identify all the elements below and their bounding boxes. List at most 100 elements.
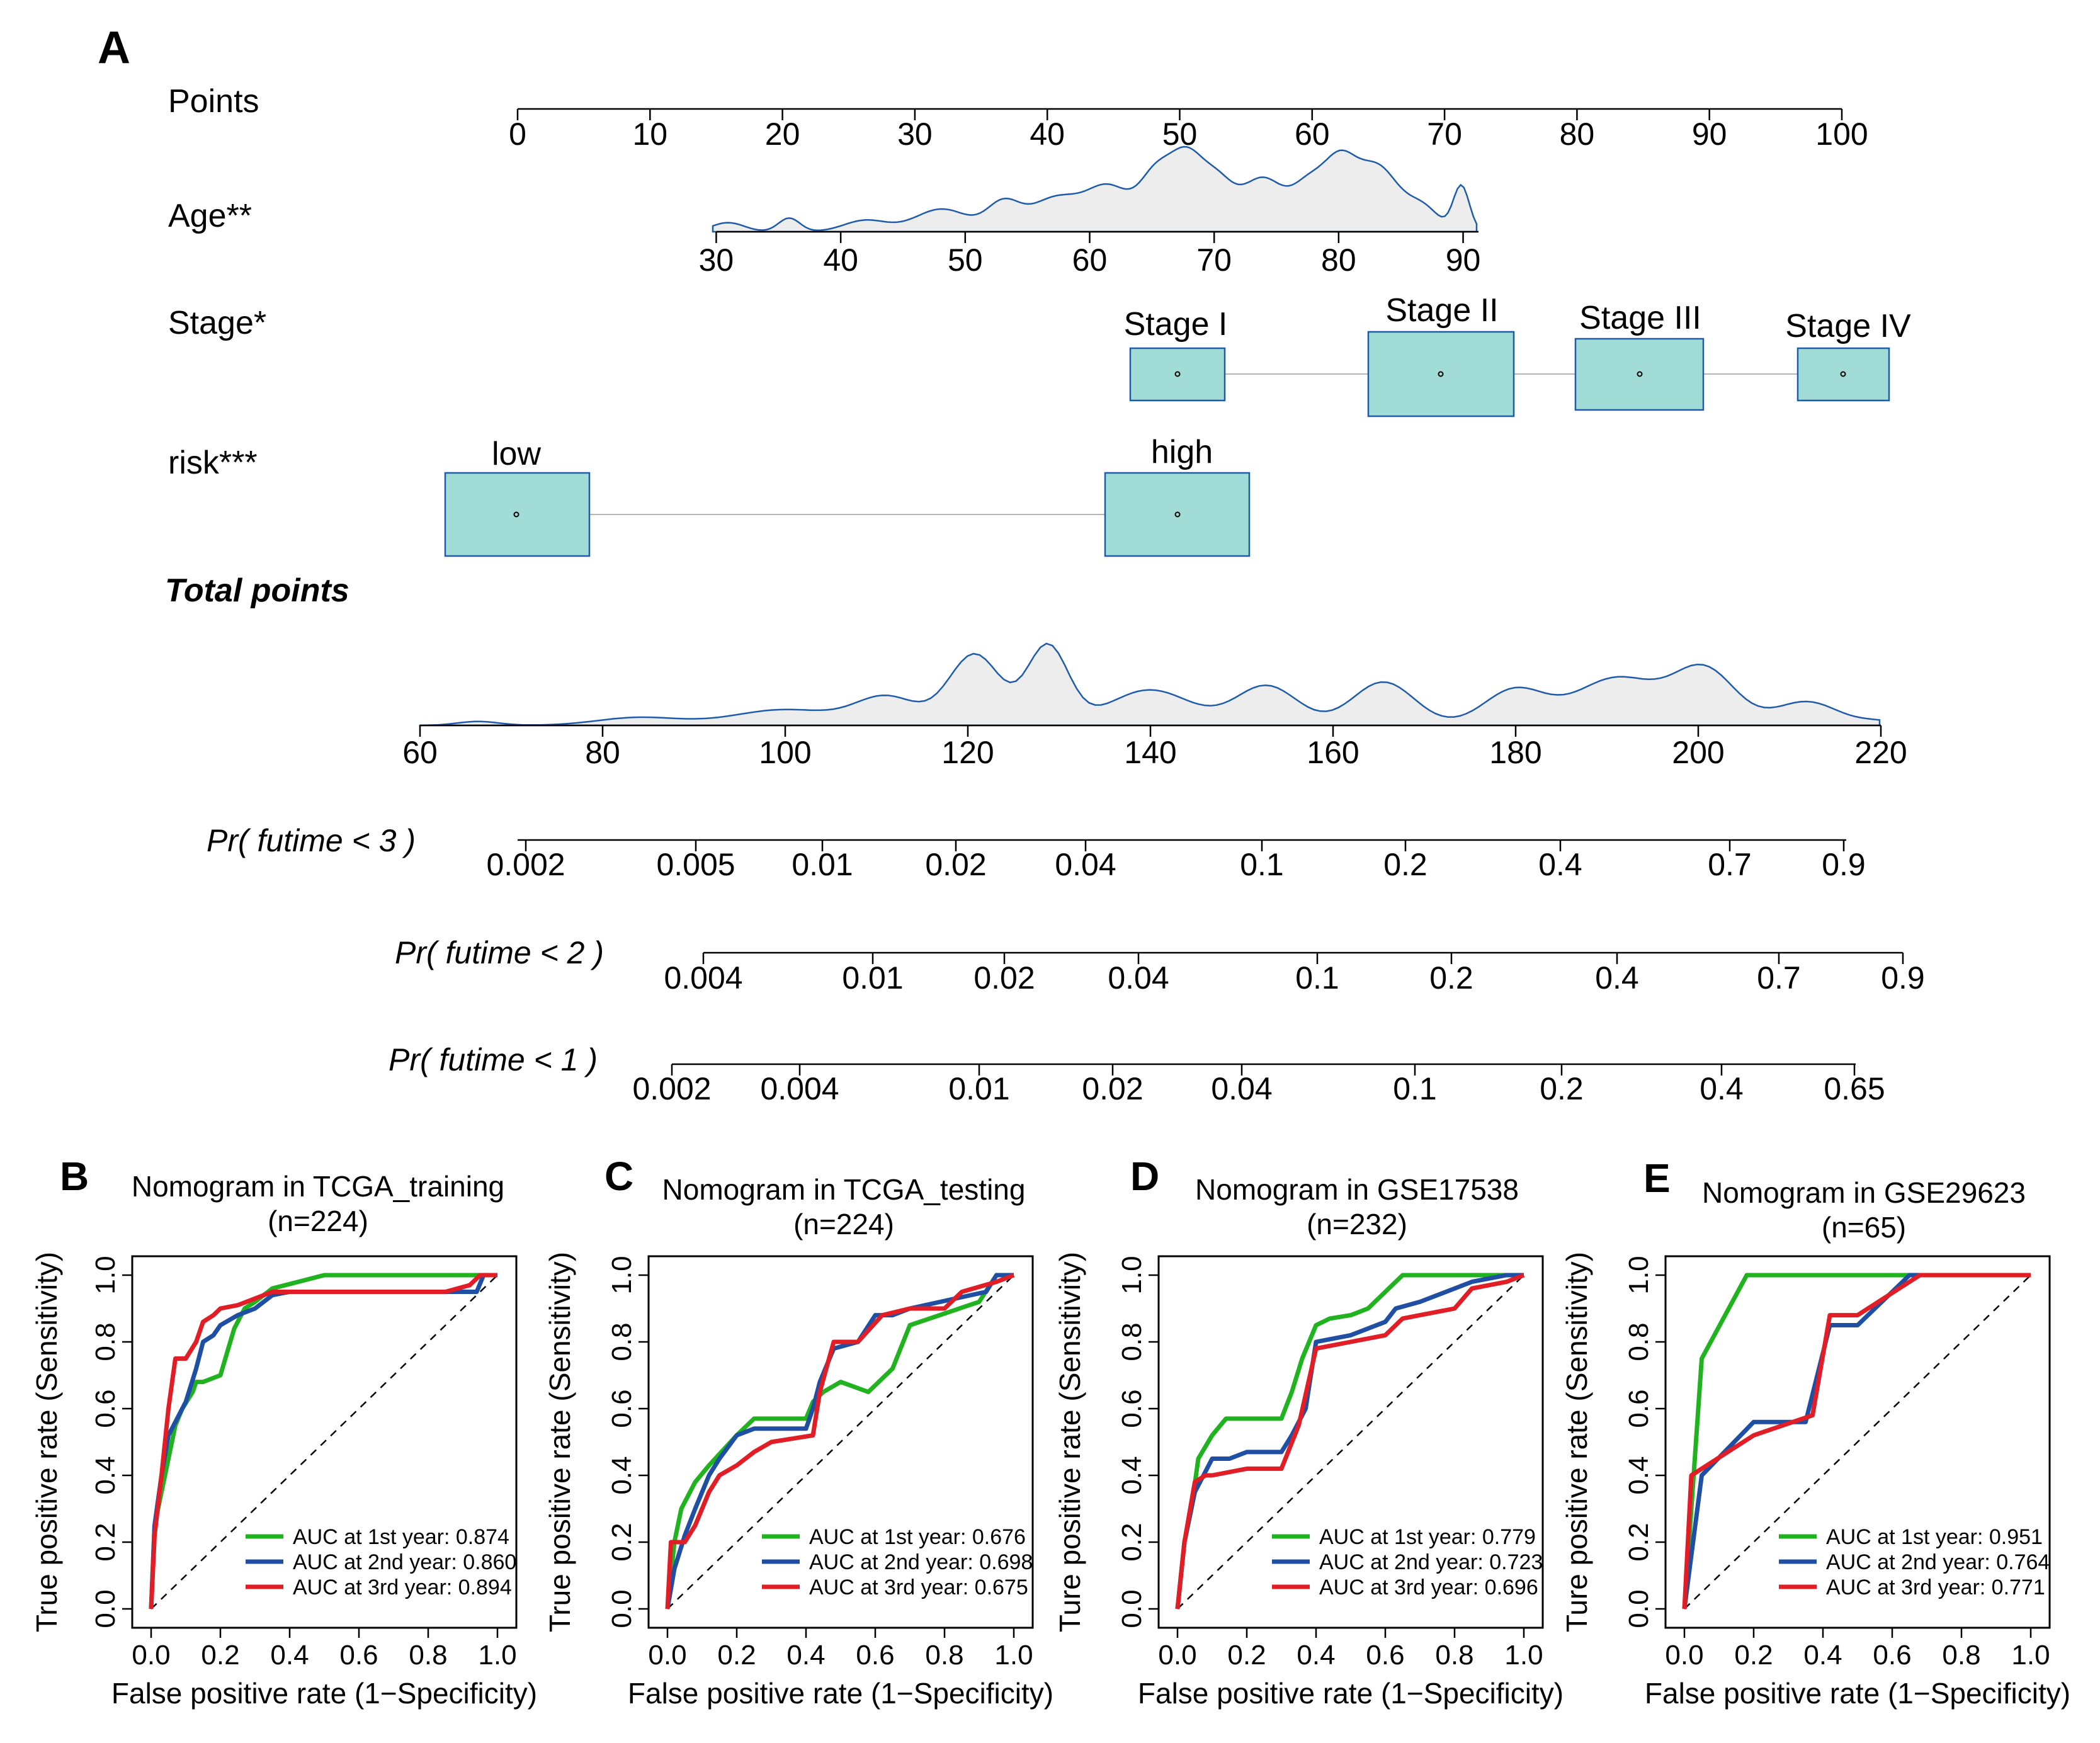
roc-curve-series-2 — [1175, 1273, 1524, 1610]
nomogram-panel: A Points Age** Stage* risk*** Total poin… — [98, 23, 1925, 1106]
pr1-tick-label: 0.02 — [1082, 1071, 1143, 1106]
pr2-ticks: 0.004 0.01 0.02 0.04 0.1 0.2 0.4 0.7 0.9 — [664, 953, 1925, 996]
y-axis-label: Ture positive rate (Sensitivity) — [1053, 1252, 1086, 1632]
y-tick-label: 0.2 — [1116, 1523, 1147, 1561]
pr2-tick-label: 0.9 — [1881, 960, 1925, 996]
pr3-tick-label: 0.7 — [1708, 847, 1752, 882]
y-tick-label: 0.6 — [1623, 1389, 1654, 1428]
plot-frame — [131, 1255, 518, 1629]
roc-curve-series-3 — [149, 1273, 497, 1610]
pr2-tick-label: 0.7 — [1757, 960, 1801, 996]
stage-iv-label: Stage IV — [1785, 308, 1911, 344]
points-tick-label: 70 — [1427, 116, 1462, 152]
y-tick-label: 0.0 — [606, 1589, 637, 1628]
y-tick-label: 0.4 — [1623, 1456, 1654, 1494]
pr3-tick-label: 0.04 — [1055, 847, 1116, 882]
roc-curve-series-3 — [1175, 1273, 1525, 1610]
chart-title: Nomogram in TCGA_testing — [662, 1173, 1026, 1206]
x-tick-label: 0.6 — [1366, 1640, 1404, 1671]
row-label-stage: Stage* — [168, 305, 266, 341]
pr1-ticks: 0.002 0.004 0.01 0.02 0.04 0.1 0.2 0.4 0.65 — [632, 1064, 1885, 1106]
chart-subtitle: (n=224) — [793, 1208, 894, 1241]
x-tick-label: 1.0 — [1504, 1640, 1543, 1671]
stage-iii-point — [1637, 371, 1643, 377]
age-tick-label: 40 — [823, 242, 858, 278]
pr2-tick-label: 0.1 — [1295, 960, 1339, 996]
total-points-tick-label: 220 — [1854, 735, 1907, 770]
roc-curve-series-3 — [665, 1273, 1015, 1610]
risk-high-box — [1104, 472, 1251, 557]
risk-low-label: low — [492, 436, 541, 472]
pr1-tick-label: 0.2 — [1540, 1071, 1584, 1106]
legend-entry: AUC at 2nd year: 0.723 — [1319, 1550, 1543, 1574]
y-tick-label: 0.4 — [606, 1456, 637, 1494]
legend-entry: AUC at 2nd year: 0.698 — [809, 1550, 1033, 1574]
y-tick-label: 0.0 — [1623, 1589, 1654, 1628]
points-tick-label: 60 — [1295, 116, 1330, 152]
roc-curve-series-2 — [149, 1273, 497, 1610]
panel-label: B — [60, 1154, 89, 1199]
reference-diagonal — [150, 1275, 498, 1610]
roc-curve-series-3 — [1682, 1273, 2031, 1610]
pr3-tick-label: 0.01 — [792, 847, 853, 882]
chart-subtitle: (n=232) — [1307, 1208, 1407, 1241]
x-axis-label: False positive rate (1−Specificity) — [1138, 1677, 1564, 1710]
pr3-tick-label: 0.02 — [925, 847, 986, 882]
y-tick-label: 0.4 — [1116, 1456, 1147, 1494]
y-tick-label: 0.8 — [90, 1322, 121, 1361]
row-label-pr2: Pr( futime < 2 ) — [395, 935, 604, 970]
risk-high-label: high — [1151, 434, 1213, 470]
stage-iv-point — [1840, 371, 1846, 377]
y-tick-label: 0.0 — [1116, 1589, 1147, 1628]
y-axis-label: Ture positive rate (Sensitivity) — [1560, 1252, 1593, 1632]
y-tick-label: 1.0 — [1623, 1256, 1654, 1294]
age-tick-label: 60 — [1072, 242, 1108, 278]
legend-entry: AUC at 1st year: 0.779 — [1319, 1525, 1536, 1549]
pr1-tick-label: 0.002 — [632, 1071, 711, 1106]
y-tick-label: 0.8 — [1623, 1322, 1654, 1361]
x-tick-label: 0.8 — [925, 1640, 963, 1671]
x-tick-label: 0.2 — [1227, 1640, 1266, 1671]
reference-diagonal — [1177, 1275, 1524, 1610]
total-points-tick-label: 80 — [585, 735, 620, 770]
row-label-total-points: Total points — [165, 572, 349, 609]
total-points-tick-label: 200 — [1672, 735, 1724, 770]
y-tick-label: 1.0 — [606, 1256, 637, 1294]
pr1-tick-label: 0.1 — [1393, 1071, 1437, 1106]
total-points-ticks: 60 80 100 120 140 160 180 200 220 — [402, 725, 1907, 770]
x-tick-label: 0.4 — [270, 1640, 309, 1671]
row-label-pr1: Pr( futime < 1 ) — [389, 1042, 598, 1077]
row-label-pr3: Pr( futime < 3 ) — [207, 823, 416, 858]
points-tick-label: 0 — [509, 116, 526, 152]
x-tick-label: 0.2 — [1734, 1640, 1773, 1671]
x-tick-label: 0.8 — [1435, 1640, 1473, 1671]
legend-entry: AUC at 3rd year: 0.675 — [809, 1576, 1028, 1599]
reference-diagonal — [667, 1275, 1014, 1610]
x-tick-label: 0.4 — [786, 1640, 825, 1671]
roc-curve-series-1 — [1175, 1273, 1524, 1610]
x-axis-label: False positive rate (1−Specificity) — [1645, 1677, 2070, 1710]
legend-entry: AUC at 1st year: 0.676 — [809, 1525, 1026, 1549]
x-tick-label: 0.0 — [648, 1640, 686, 1671]
panel-label: E — [1643, 1155, 1671, 1201]
plot-frame — [647, 1255, 1034, 1629]
points-tick-label: 50 — [1162, 116, 1198, 152]
pr2-tick-label: 0.02 — [973, 960, 1035, 996]
row-label-risk: risk*** — [168, 445, 258, 481]
y-tick-label: 1.0 — [1116, 1256, 1147, 1294]
stage-ii-box — [1367, 331, 1515, 417]
x-tick-label: 0.2 — [717, 1640, 756, 1671]
stage-i-label: Stage I — [1124, 306, 1228, 343]
points-tick-label: 30 — [897, 116, 933, 152]
legend-entry: AUC at 1st year: 0.951 — [1826, 1525, 2043, 1549]
legend-entry: AUC at 2nd year: 0.860 — [293, 1550, 516, 1574]
age-ticks: 30 40 50 60 70 80 90 — [699, 232, 1480, 278]
risk-high-point — [1174, 511, 1181, 518]
risk-low-point — [513, 511, 519, 518]
age-tick-label: 50 — [948, 242, 983, 278]
stage-ii-label: Stage II — [1385, 292, 1498, 329]
x-tick-label: 0.6 — [339, 1640, 378, 1671]
total-points-tick-label: 180 — [1489, 735, 1541, 770]
pr1-tick-label: 0.4 — [1700, 1071, 1744, 1106]
